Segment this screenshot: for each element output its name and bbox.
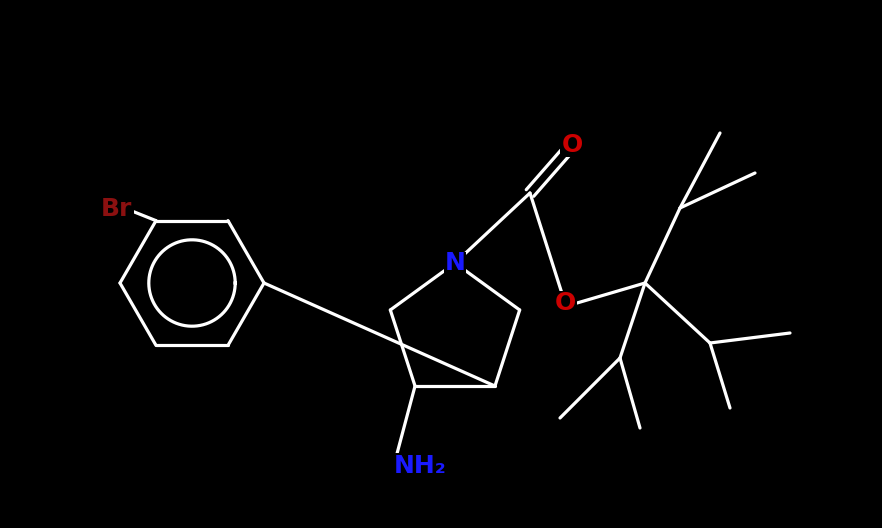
Bar xyxy=(444,252,466,274)
Text: O: O xyxy=(555,291,576,315)
Text: Br: Br xyxy=(101,196,131,221)
Bar xyxy=(560,133,584,157)
Bar xyxy=(82,196,134,221)
Bar xyxy=(553,291,577,315)
Bar xyxy=(392,453,447,479)
Text: O: O xyxy=(561,133,583,157)
Text: N: N xyxy=(445,251,466,275)
Text: NH₂: NH₂ xyxy=(393,454,446,478)
